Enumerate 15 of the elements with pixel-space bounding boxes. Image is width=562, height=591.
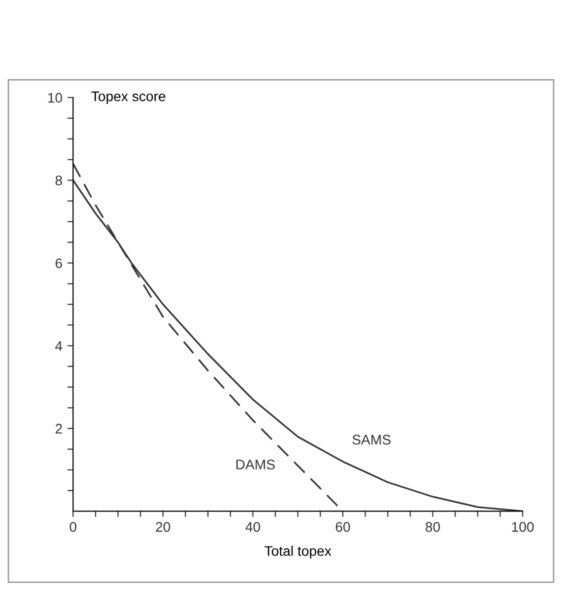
x-axis-title: Total topex <box>264 546 332 559</box>
y-tick-label: 10 <box>48 92 62 103</box>
series-label: SAMS <box>352 434 391 445</box>
x-tick-label: 100 <box>512 522 534 532</box>
y-tick-label: 2 <box>56 424 62 434</box>
x-tick-label: 0 <box>70 522 76 532</box>
y-axis-title: Topex score <box>91 92 166 104</box>
y-tick-label: 4 <box>55 341 62 351</box>
y-tick-label: 6 <box>56 258 62 268</box>
series-label: DAMS <box>236 460 275 470</box>
x-tick-label: 60 <box>336 522 350 532</box>
x-tick-label: 40 <box>245 522 260 532</box>
x-tick-label: 80 <box>426 522 440 532</box>
x-tick-label: 20 <box>156 522 170 532</box>
y-tick-label: 8 <box>56 176 62 186</box>
